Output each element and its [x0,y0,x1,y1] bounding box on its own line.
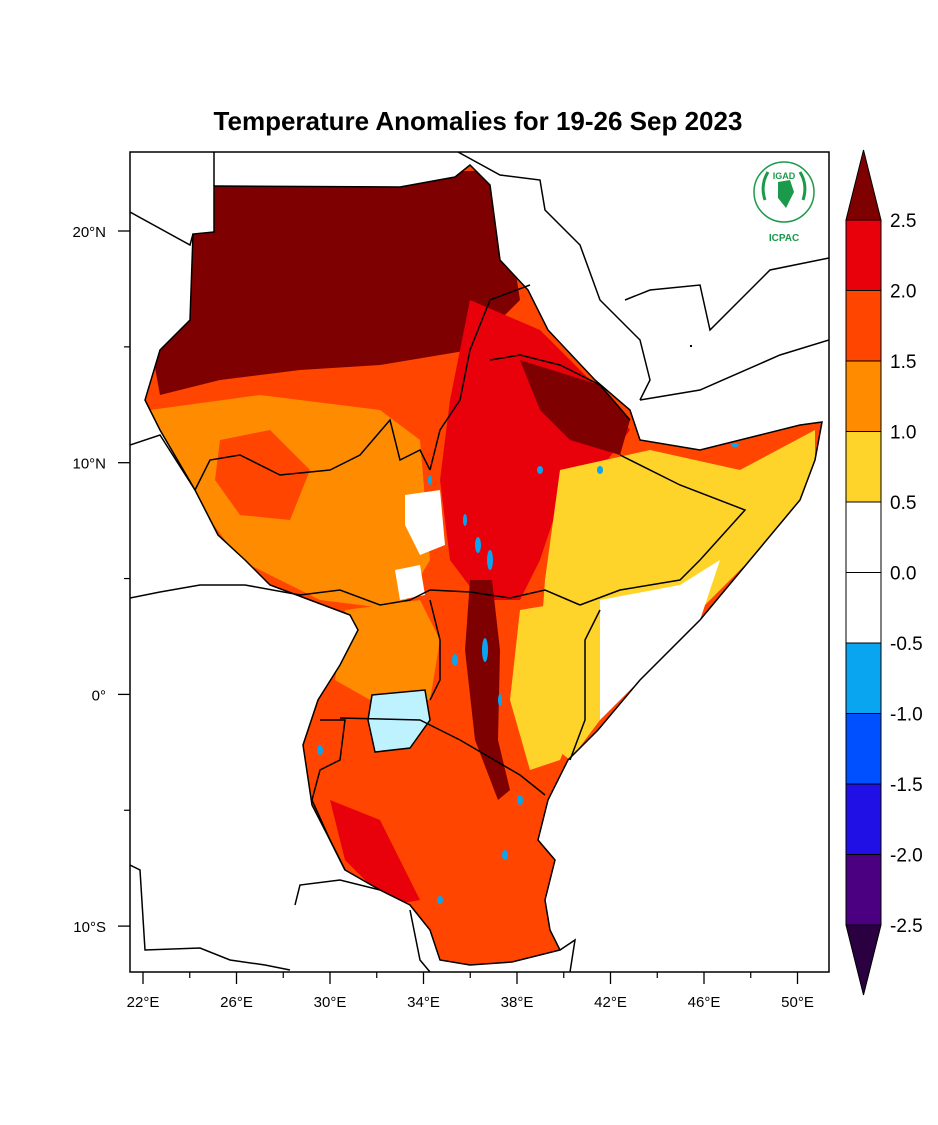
patch-tanzania-west [330,800,420,905]
colorbar-label: -2.5 [890,916,923,937]
colorbar-label: 0.5 [890,493,916,514]
cool-spot [437,896,443,904]
cool-spot [597,466,603,474]
colorbar-label: -0.5 [890,634,923,655]
logo-laurel-right-icon [798,171,807,201]
colorbar-swatch [845,360,882,432]
colorbar-swatch [845,290,882,362]
latitude-axis: 20°N 10°N 0° 10°S [72,224,130,936]
colorbar-swatch [845,219,882,291]
lon-tick-label: 26°E [220,994,253,1011]
cool-spot [731,443,739,447]
border-line [489,354,631,421]
coastline [457,152,651,401]
colorbar-swatch [845,783,882,855]
patch-extreme-north [150,170,520,395]
border-line [194,418,431,491]
map-frame [129,151,830,973]
lon-tick-label: 22°E [127,994,160,1011]
lon-tick-label: 34°E [407,994,440,1011]
colorbar-top-arrow [845,149,882,221]
border-line [130,864,291,971]
border-line [579,454,747,606]
colorbar-label: 1.0 [890,423,916,444]
cool-spot [317,745,323,755]
cool-spot [502,850,508,860]
patch-rift-valley [465,580,510,800]
patch-ethiopia-highlands [440,300,630,600]
patch-uganda [335,600,440,700]
lat-tick-label: 10°N [72,456,106,473]
border-line [339,717,546,796]
cool-spot [482,638,488,662]
patch-white-small [395,565,425,600]
lon-tick-label: 46°E [688,994,721,1011]
cool-spot [475,537,481,553]
map-title: Temperature Anomalies for 19-26 Sep 2023 [214,106,743,136]
border-line [429,284,531,471]
lon-tick-label: 42°E [594,994,627,1011]
cool-spot [487,550,493,570]
patch-south-sudan-inner [215,430,310,520]
border-line [569,609,601,761]
colorbar-label: -1.0 [890,705,923,726]
lake-outline [367,689,431,753]
cool-spot [498,694,502,706]
patch-somalia-white [600,560,720,720]
lat-tick-label: 10°S [73,919,106,936]
cool-spot [452,654,458,666]
coastline [559,938,577,972]
colorbar-swatch [845,854,882,926]
colorbar-swatch [845,713,882,785]
border-line [429,599,441,701]
patch-kenya-yellow [510,600,585,770]
colorbar-label: 1.5 [890,352,916,373]
colorbar-label: -2.0 [890,846,923,867]
colorbar-label: 2.5 [890,211,916,232]
border-line [130,434,196,491]
cool-spot [463,514,467,526]
lat-tick-label: 20°N [72,224,106,241]
logo-ring [753,161,815,223]
lat-tick-label: 0° [92,687,106,704]
cool-spot [428,475,432,485]
lake-victoria [368,690,430,752]
border-line [130,211,194,247]
cool-spot [517,795,523,805]
logo-bottom-text: ICPAC [769,233,799,244]
border-line [294,879,381,906]
colorbar-swatch [845,642,882,714]
coastline [639,339,829,401]
patch-tanzania [320,740,550,960]
patch-white-sudd [405,490,445,555]
cool-spot [537,466,543,474]
colorbar-label: 0.0 [890,564,916,585]
igad-icpac-logo: IGAD ICPAC [752,160,816,244]
border-line [311,719,346,871]
colorbar-swatch [845,431,882,503]
colorbar-label: 2.0 [890,282,916,303]
country-borders [130,152,829,972]
colorbar-bottom-arrow [845,924,882,996]
logo-top-text: IGAD [773,171,796,181]
cool-anomaly-spots [317,443,739,904]
colorbar-label: -1.5 [890,775,923,796]
colorbar: 2.5 2.0 1.5 1.0 0.5 0.0 -0.5 -1.0 -1.5 -2.0 -2.5 [845,149,923,996]
patch-afar-extreme [520,360,630,455]
border-line [409,909,431,972]
longitude-axis: 22°E 26°E 30°E 34°E 38°E 42°E 46°E 50°E [127,972,814,1011]
colorbar-swatch [845,572,882,644]
border-line [130,584,431,606]
logo-africa-icon [778,180,794,208]
lon-tick-label: 38°E [501,994,534,1011]
colorbar-swatch [845,501,882,573]
logo-laurel-left-icon [761,171,770,201]
border-line [429,589,581,606]
coastline [624,257,829,332]
lon-tick-label: 50°E [781,994,814,1011]
lon-tick-label: 30°E [314,994,347,1011]
